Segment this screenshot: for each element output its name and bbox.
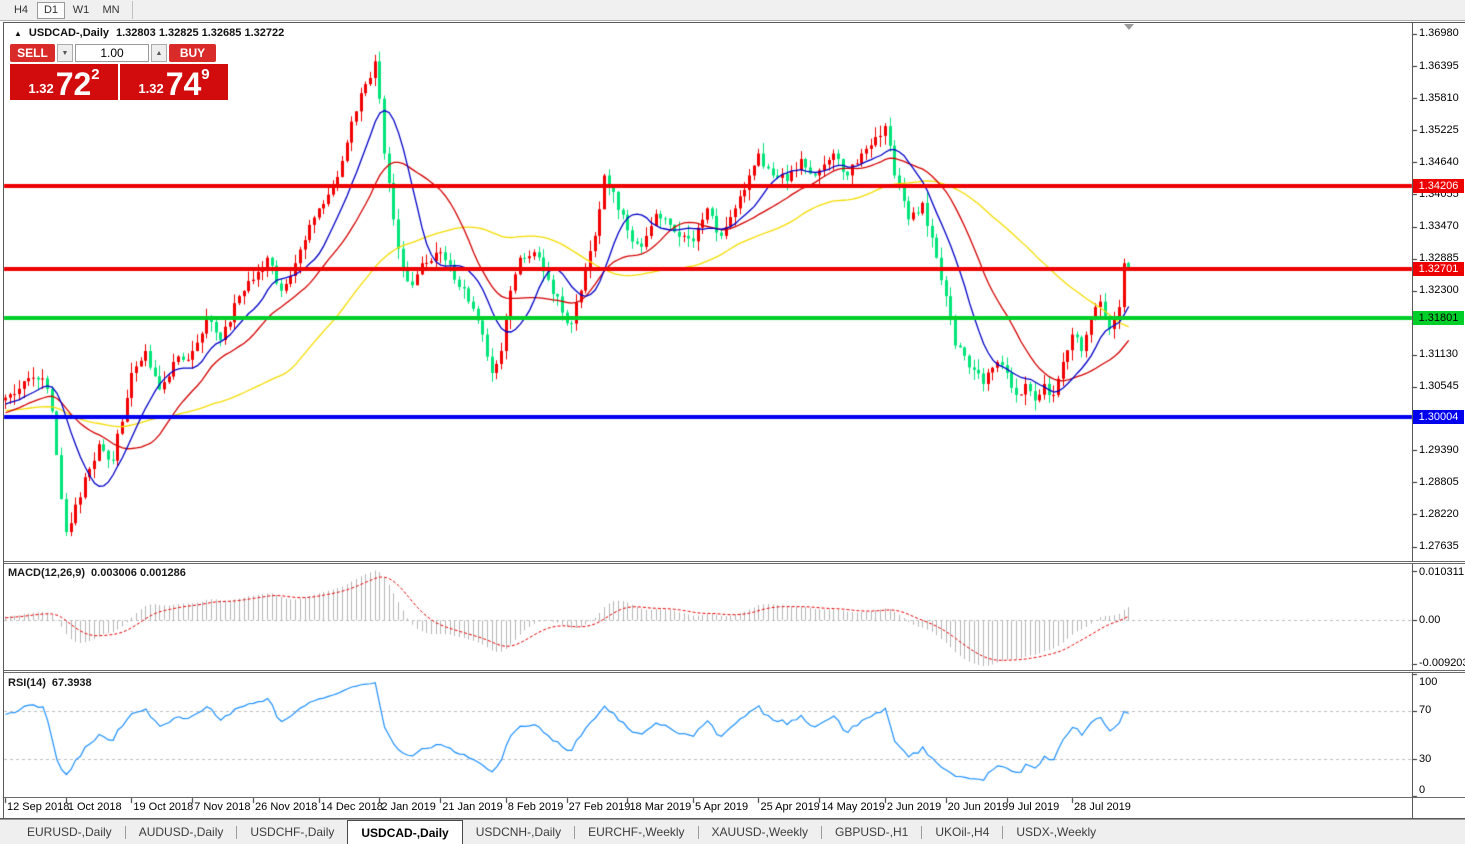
chart-tab-usdcad[interactable]: USDCAD-,Daily — [347, 820, 463, 844]
price-axis-label: 1.27635 — [1419, 540, 1459, 553]
price-level-badge[interactable]: 1.34206 — [1413, 179, 1464, 194]
date-axis-label: 2 Jun 2019 — [886, 801, 942, 813]
date-axis-label: 26 Nov 2018 — [255, 801, 318, 813]
chart-tab-xauusd[interactable]: XAUUSD-,Weekly — [711, 825, 808, 839]
price-axis-label: 1.32885 — [1419, 252, 1459, 265]
macd-axis-label: -0.009203 — [1419, 657, 1465, 669]
one-click-trading-panel: SELL ▼ ▲ BUY 1.32 72 2 1.32 74 9 — [10, 44, 230, 100]
buy-price-main: 74 — [165, 66, 202, 102]
price-axis-label: 1.32300 — [1419, 284, 1459, 297]
price-axis-label: 1.28220 — [1419, 507, 1459, 520]
macd-values: 0.003006 0.001286 — [91, 567, 186, 579]
timeframe-toolbar: H4 D1 W1 MN — [0, 0, 1465, 21]
volume-increase-button[interactable]: ▲ — [151, 44, 167, 62]
macd-name: MACD(12,26,9) — [8, 567, 86, 579]
chart-tab-usdchf[interactable]: USDCHF-,Daily — [250, 825, 335, 839]
date-axis-label: 2 Jan 2019 — [381, 801, 436, 813]
chart-tab-audusd[interactable]: AUDUSD-,Daily — [138, 825, 224, 839]
date-axis-label: 14 May 2019 — [821, 801, 885, 813]
date-axis-label: 12 Sep 2018 — [7, 801, 70, 813]
buy-price-prefix: 1.32 — [138, 81, 164, 96]
buy-button[interactable]: BUY — [169, 44, 216, 62]
price-axis-label: 1.36395 — [1419, 59, 1459, 72]
chart-tab-eurusd[interactable]: EURUSD-,Daily — [27, 825, 112, 839]
sell-price-pip: 2 — [91, 66, 100, 83]
sell-price-prefix: 1.32 — [28, 81, 54, 96]
tab-separator — [697, 825, 699, 839]
arrow-up-icon: ▲ — [155, 49, 163, 57]
rsi-indicator-label: RSI(14) 67.3938 — [8, 677, 92, 689]
arrow-down-icon: ▼ — [61, 49, 69, 57]
price-axis-label: 1.34640 — [1419, 155, 1459, 168]
tab-separator — [1002, 825, 1004, 839]
price-axis-label: 1.35225 — [1419, 123, 1459, 136]
timeframe-button-w1[interactable]: W1 — [72, 4, 90, 16]
rsi-axis-label: 0 — [1419, 784, 1426, 796]
price-axis-label: 1.28805 — [1419, 475, 1459, 488]
price-level-badge[interactable]: 1.32701 — [1413, 261, 1464, 276]
tab-separator — [124, 825, 126, 839]
buy-price-button[interactable]: 1.32 74 9 — [120, 64, 228, 100]
chart-header: ▲ USDCAD-,Daily 1.32803 1.32825 1.32685 … — [14, 27, 284, 39]
macd-indicator-label: MACD(12,26,9) 0.003006 0.001286 — [8, 567, 186, 579]
date-axis-label: 9 Jul 2019 — [1008, 801, 1060, 813]
tab-separator — [821, 825, 822, 839]
date-axis-label: 20 Jun 2019 — [947, 801, 1009, 813]
price-axis-label: 1.31130 — [1419, 348, 1458, 361]
chart-tab-gbpusd[interactable]: GBPUSD-,H1 — [835, 825, 909, 839]
sell-price-button[interactable]: 1.32 72 2 — [10, 64, 118, 100]
sell-button[interactable]: SELL — [10, 44, 55, 62]
rsi-axis-label: 30 — [1419, 752, 1432, 765]
tab-separator — [574, 825, 576, 839]
macd-axis-label: 0.00 — [1419, 613, 1441, 626]
buy-price-pip: 9 — [201, 66, 210, 83]
timeframe-button-d1[interactable]: D1 — [37, 1, 65, 19]
tab-separator — [236, 825, 238, 839]
price-level-badge[interactable]: 1.31801 — [1413, 311, 1464, 326]
volume-input[interactable] — [75, 44, 149, 62]
rsi-axis-label: 100 — [1419, 676, 1438, 688]
date-axis-label: 8 Feb 2019 — [507, 801, 564, 813]
macd-axis-label: 0.010311 — [1419, 566, 1465, 578]
toolbar-separator — [132, 1, 133, 19]
date-axis-label: 5 Apr 2019 — [694, 801, 749, 813]
chart-ohlc-values: 1.32803 1.32825 1.32685 1.32722 — [116, 27, 285, 39]
date-axis-label: 28 Jul 2019 — [1074, 801, 1131, 813]
chart-tab-eurchf[interactable]: EURCHF-,Weekly — [588, 825, 685, 839]
date-axis-label: 18 Mar 2019 — [629, 801, 692, 813]
chart-tab-usdcnh[interactable]: USDCNH-,Daily — [475, 825, 562, 839]
date-axis-label: 7 Nov 2018 — [194, 801, 251, 813]
price-axis-label: 1.29390 — [1419, 443, 1459, 456]
volume-decrease-button[interactable]: ▼ — [57, 44, 73, 62]
chart-tab-bar: EURUSD-,Daily AUDUSD-,Daily USDCHF-,Daily U… — [0, 819, 1465, 844]
price-axis-label: 1.33470 — [1419, 220, 1459, 232]
timeframe-button-mn[interactable]: MN — [102, 4, 120, 16]
rsi-name: RSI(14) — [8, 677, 46, 689]
price-level-badge[interactable]: 1.30004 — [1413, 409, 1464, 424]
rsi-value: 67.3938 — [51, 677, 92, 689]
chart-symbol-title: USDCAD-,Daily — [28, 27, 109, 39]
timeframe-button-h4[interactable]: H4 — [13, 4, 29, 16]
sell-price-main: 72 — [55, 66, 92, 102]
date-axis-label: 25 Apr 2019 — [760, 801, 820, 813]
date-axis-label: 21 Jan 2019 — [442, 801, 503, 813]
date-axis-label: 27 Feb 2019 — [568, 801, 631, 813]
price-axis-label: 1.35810 — [1419, 91, 1459, 104]
chart-tab-ukoil[interactable]: UKOil-,H4 — [935, 825, 990, 839]
date-axis-label: 14 Dec 2018 — [320, 801, 383, 813]
date-axis-label: 1 Oct 2018 — [67, 801, 122, 813]
collapse-panel-icon[interactable]: ▲ — [14, 28, 22, 38]
chart-tab-usdx[interactable]: USDX-,Weekly — [1016, 825, 1097, 839]
price-axis-label: 1.36980 — [1419, 27, 1459, 40]
price-axis-label: 1.30545 — [1419, 380, 1459, 393]
tab-separator — [921, 825, 923, 839]
scroll-to-end-marker[interactable] — [1124, 24, 1134, 30]
rsi-axis-label: 70 — [1419, 704, 1432, 717]
date-axis-label: 19 Oct 2018 — [133, 801, 194, 813]
